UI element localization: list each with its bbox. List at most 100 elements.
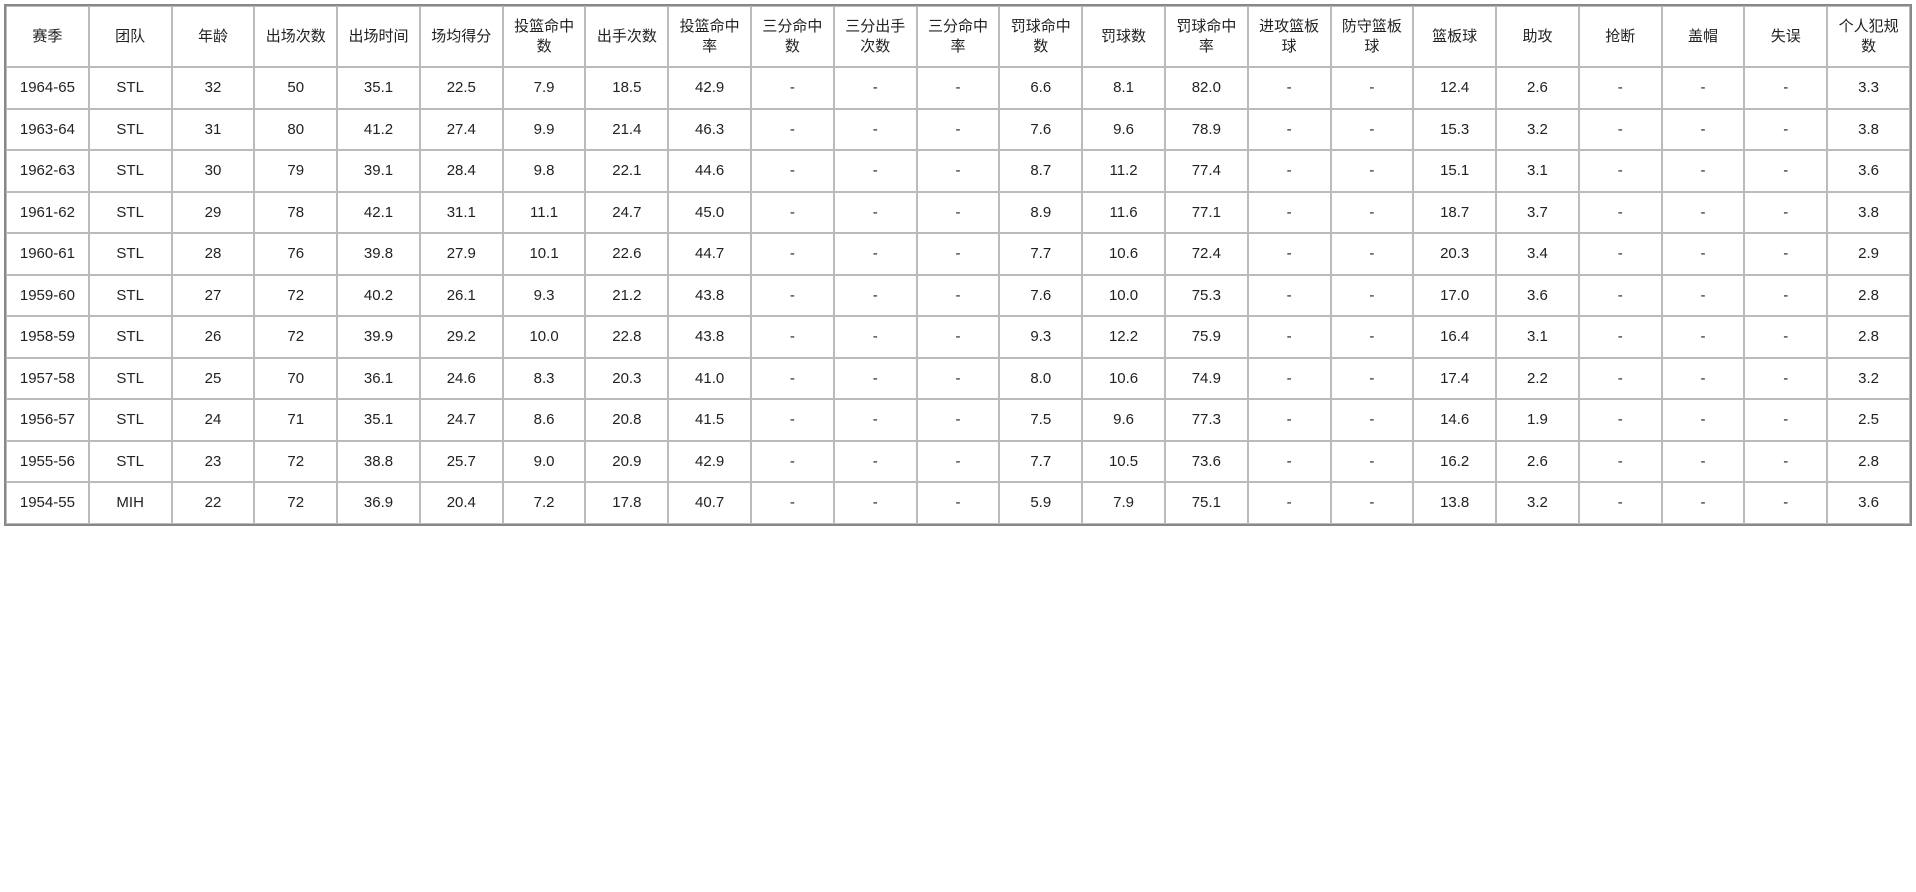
cell: - (1579, 482, 1662, 524)
cell: 26 (172, 316, 255, 358)
cell: - (1248, 399, 1331, 441)
cell: 77.1 (1165, 192, 1248, 234)
cell: 8.1 (1082, 67, 1165, 109)
cell: 71 (254, 399, 337, 441)
cell: - (1248, 67, 1331, 109)
cell: 30 (172, 150, 255, 192)
cell: 26.1 (420, 275, 503, 317)
cell: 27.9 (420, 233, 503, 275)
cell: - (917, 441, 1000, 483)
cell: 10.1 (503, 233, 586, 275)
cell: 20.9 (585, 441, 668, 483)
col-header: 盖帽 (1662, 6, 1745, 67)
cell: 7.6 (999, 109, 1082, 151)
table-row: 1961-62STL297842.131.111.124.745.0---8.9… (6, 192, 1910, 234)
cell: - (917, 67, 1000, 109)
cell: 1962-63 (6, 150, 89, 192)
cell: - (751, 150, 834, 192)
table-row: 1954-55MIH227236.920.47.217.840.7---5.97… (6, 482, 1910, 524)
cell: - (751, 482, 834, 524)
cell: - (834, 67, 917, 109)
cell: 24.6 (420, 358, 503, 400)
cell: 1963-64 (6, 109, 89, 151)
cell: 20.3 (585, 358, 668, 400)
cell: - (1579, 399, 1662, 441)
cell: STL (89, 150, 172, 192)
cell: 20.4 (420, 482, 503, 524)
cell: 39.8 (337, 233, 420, 275)
cell: - (1744, 399, 1827, 441)
cell: 22.8 (585, 316, 668, 358)
cell: 80 (254, 109, 337, 151)
cell: STL (89, 109, 172, 151)
cell: - (1579, 275, 1662, 317)
table-row: 1959-60STL277240.226.19.321.243.8---7.61… (6, 275, 1910, 317)
cell: 43.8 (668, 316, 751, 358)
cell: 29 (172, 192, 255, 234)
cell: 3.1 (1496, 316, 1579, 358)
cell: - (1579, 150, 1662, 192)
cell: - (1331, 399, 1414, 441)
cell: 10.0 (503, 316, 586, 358)
cell: 2.5 (1827, 399, 1910, 441)
cell: - (834, 358, 917, 400)
cell: 25 (172, 358, 255, 400)
col-header: 罚球命中率 (1165, 6, 1248, 67)
cell: 39.1 (337, 150, 420, 192)
cell: - (1579, 233, 1662, 275)
cell: STL (89, 358, 172, 400)
cell: - (1662, 275, 1745, 317)
cell: 11.1 (503, 192, 586, 234)
cell: 1957-58 (6, 358, 89, 400)
cell: 9.9 (503, 109, 586, 151)
cell: 76 (254, 233, 337, 275)
cell: 10.6 (1082, 358, 1165, 400)
cell: 41.2 (337, 109, 420, 151)
cell: 31 (172, 109, 255, 151)
cell: 1961-62 (6, 192, 89, 234)
cell: 24 (172, 399, 255, 441)
cell: - (917, 358, 1000, 400)
table-row: 1957-58STL257036.124.68.320.341.0---8.01… (6, 358, 1910, 400)
cell: - (1331, 192, 1414, 234)
cell: - (1331, 316, 1414, 358)
cell: 41.5 (668, 399, 751, 441)
col-header: 团队 (89, 6, 172, 67)
cell: - (1331, 482, 1414, 524)
cell: - (834, 399, 917, 441)
cell: - (1662, 109, 1745, 151)
cell: 73.6 (1165, 441, 1248, 483)
cell: 35.1 (337, 67, 420, 109)
col-header: 赛季 (6, 6, 89, 67)
col-header: 助攻 (1496, 6, 1579, 67)
cell: 24.7 (420, 399, 503, 441)
cell: 42.9 (668, 67, 751, 109)
cell: - (1744, 192, 1827, 234)
cell: - (1662, 482, 1745, 524)
cell: 22.5 (420, 67, 503, 109)
cell: - (751, 358, 834, 400)
cell: 9.6 (1082, 109, 1165, 151)
cell: 16.2 (1413, 441, 1496, 483)
cell: - (1248, 150, 1331, 192)
cell: 46.3 (668, 109, 751, 151)
cell: 72 (254, 441, 337, 483)
cell: 5.9 (999, 482, 1082, 524)
col-header: 抢断 (1579, 6, 1662, 67)
col-header: 个人犯规数 (1827, 6, 1910, 67)
cell: 3.2 (1827, 358, 1910, 400)
table-row: 1955-56STL237238.825.79.020.942.9---7.71… (6, 441, 1910, 483)
cell: 12.2 (1082, 316, 1165, 358)
col-header: 三分出手次数 (834, 6, 917, 67)
cell: 2.6 (1496, 441, 1579, 483)
cell: 1960-61 (6, 233, 89, 275)
cell: 9.6 (1082, 399, 1165, 441)
cell: 2.6 (1496, 67, 1579, 109)
cell: 20.8 (585, 399, 668, 441)
cell: 1964-65 (6, 67, 89, 109)
cell: 2.8 (1827, 275, 1910, 317)
cell: 7.7 (999, 441, 1082, 483)
cell: 41.0 (668, 358, 751, 400)
stats-table: 赛季团队年龄出场次数出场时间场均得分投篮命中数出手次数投篮命中率三分命中数三分出… (4, 4, 1912, 526)
cell: STL (89, 67, 172, 109)
